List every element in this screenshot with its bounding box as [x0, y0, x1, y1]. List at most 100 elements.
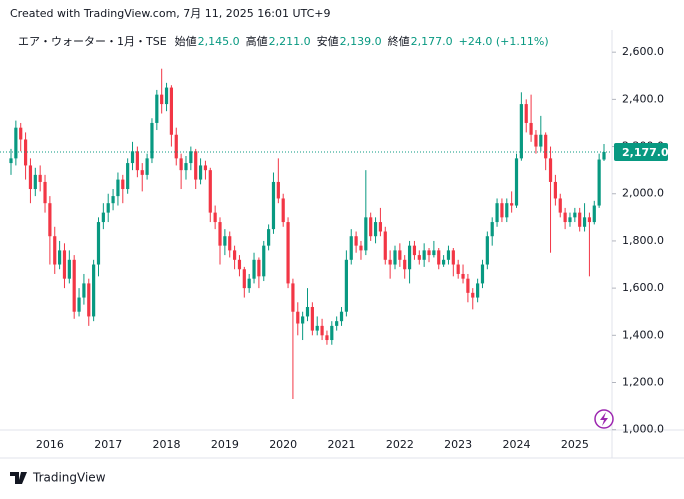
y-tick-label: 2,600.0	[622, 45, 664, 58]
candle-body	[490, 222, 494, 237]
y-tick-label: 1,000.0	[622, 423, 664, 436]
candle-body	[198, 165, 203, 180]
lightning-icon[interactable]	[594, 409, 614, 429]
y-tick-label: 1,800.0	[622, 234, 664, 247]
candle-body	[228, 236, 232, 251]
candle-body	[582, 217, 587, 227]
icon-bolt[interactable]	[600, 412, 608, 426]
candle-body	[315, 325, 319, 331]
candle-body	[130, 151, 135, 164]
candle-body	[305, 306, 310, 317]
candle-body	[548, 158, 553, 182]
candle-body	[247, 278, 251, 289]
candle-body	[232, 250, 237, 260]
brand-name: TradingView	[32, 471, 106, 485]
legend-low: 2,139.0	[340, 35, 382, 48]
candle-body	[92, 264, 96, 317]
candle-body	[563, 212, 567, 223]
candle-body	[534, 134, 538, 147]
candle-body	[573, 212, 577, 218]
candle-body	[164, 87, 169, 105]
x-tick-label: 2017	[94, 438, 122, 451]
legend-change: +24.0 (+1.11%)	[459, 35, 549, 48]
candle-body	[169, 87, 174, 135]
candle-body	[437, 250, 441, 265]
x-tick-label: 2023	[444, 438, 472, 451]
created-note: Created with TradingView.com, 7月 11, 202…	[10, 7, 331, 20]
candle-body	[597, 159, 601, 206]
last-price-label: 2,177.0	[622, 146, 669, 159]
candle-body	[383, 231, 387, 260]
candle-body	[510, 203, 514, 206]
candle-body	[62, 250, 67, 279]
candle-body	[412, 245, 417, 256]
candle-body	[160, 94, 164, 105]
candle-body	[145, 158, 149, 175]
candle-body	[38, 174, 42, 182]
candle-body	[505, 203, 509, 218]
candle-body	[407, 245, 412, 270]
candle-body	[101, 212, 105, 223]
candle-body	[558, 198, 562, 213]
candle-body	[48, 203, 52, 237]
candle-body	[150, 122, 154, 159]
candle-body	[349, 236, 353, 260]
candle-body	[135, 151, 139, 171]
candle-body	[184, 163, 188, 171]
candle-body	[476, 283, 480, 298]
candle-body	[87, 283, 91, 317]
candle-body	[587, 217, 592, 223]
candle-body	[602, 151, 606, 160]
candle-body	[179, 158, 183, 171]
candle-body	[237, 259, 242, 270]
candle-body	[461, 273, 465, 279]
candle-body	[378, 222, 383, 232]
candle-body	[495, 203, 499, 223]
legend-open: 2,145.0	[198, 35, 240, 48]
candle-body	[271, 181, 276, 230]
candle-body	[223, 236, 227, 246]
candle-body	[111, 196, 115, 204]
candle-body	[121, 179, 125, 190]
candle-body	[126, 163, 130, 190]
x-tick-label: 2024	[503, 438, 531, 451]
candle-body	[456, 264, 460, 274]
candle-body	[364, 217, 368, 251]
candle-body	[116, 179, 120, 197]
symbol: エア・ウォーター・1月・TSE	[18, 35, 167, 48]
candle-body	[373, 222, 378, 237]
candle-body	[480, 264, 485, 284]
legend: エア・ウォーター・1月・TSE 始値 2,145.0 高値 2,211.0 安値 2,13…	[18, 34, 549, 48]
candle-body	[403, 259, 407, 270]
x-tick-label: 2025	[561, 438, 589, 451]
candle-body	[519, 104, 523, 159]
candle-body	[9, 158, 13, 164]
candle-body	[471, 292, 475, 298]
x-tick-label: 2020	[269, 438, 297, 451]
y-tick-label: 2,000.0	[622, 187, 664, 200]
candle-body	[267, 229, 271, 246]
candle-body	[320, 325, 324, 336]
candle-body	[339, 311, 344, 322]
candle-body	[514, 158, 519, 206]
candle-body	[140, 170, 144, 175]
candle-body	[359, 245, 363, 251]
candle-body	[553, 181, 557, 199]
candle-body	[58, 250, 62, 265]
legend-open-name: 始値	[175, 34, 197, 48]
candle-body	[189, 151, 193, 164]
candle-body	[208, 170, 212, 213]
candle-body	[325, 335, 329, 341]
candle-body	[568, 217, 572, 223]
candle-body	[203, 165, 208, 171]
candle-body	[155, 94, 159, 123]
candle-body	[14, 127, 18, 159]
y-tick-label: 2,400.0	[622, 92, 664, 105]
brand: TradingView	[10, 471, 106, 485]
candle-body	[106, 203, 110, 213]
candle-body	[53, 236, 57, 265]
candle-body	[432, 250, 436, 256]
x-tick-label: 2018	[153, 438, 181, 451]
x-tick-label: 2021	[328, 438, 356, 451]
candle-body	[213, 212, 217, 223]
